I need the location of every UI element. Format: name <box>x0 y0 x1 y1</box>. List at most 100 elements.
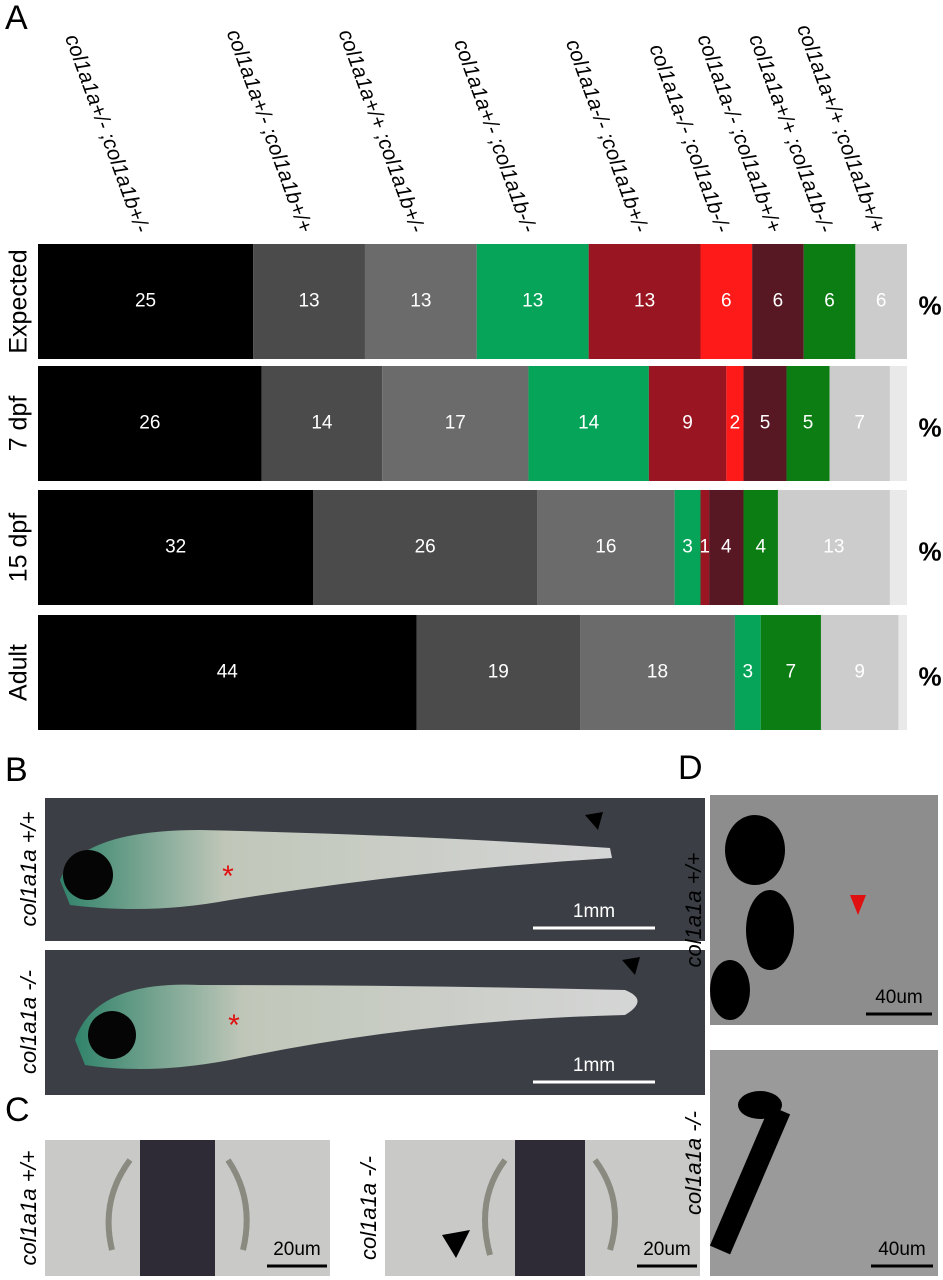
bar-segment <box>537 490 675 605</box>
eye <box>63 850 113 900</box>
bar-segment <box>734 615 761 730</box>
fish <box>60 830 612 909</box>
bar-segment <box>829 366 890 481</box>
panel-label: C <box>5 1091 30 1129</box>
value-label: 6 <box>721 291 732 312</box>
bar-segment <box>648 366 727 481</box>
image-label: col1a1a +/+ <box>681 852 706 967</box>
bar-segment <box>855 244 907 359</box>
bar-segment <box>382 366 529 481</box>
asterisk: * <box>228 1009 240 1042</box>
unit-label: % <box>918 290 941 320</box>
unit-label: % <box>918 536 941 566</box>
arrowhead <box>622 957 640 975</box>
category-label: Expected <box>5 249 33 353</box>
image-label: col1a1a -/- <box>681 1111 706 1215</box>
arrowhead <box>442 1230 470 1258</box>
scale-label: 20um <box>273 1239 321 1260</box>
image-label: col1a1a -/- <box>16 970 41 1074</box>
panel-label: D <box>678 749 703 787</box>
legend-label: col1a1a+/- ;col1a1b-/- <box>449 36 540 235</box>
pigment <box>746 890 794 970</box>
arrowhead <box>850 895 866 915</box>
pigment <box>725 815 785 885</box>
legend-label: col1a1a-/- ;col1a1b+/- <box>561 36 652 235</box>
value-label: 44 <box>217 662 239 683</box>
scale-label: 40um <box>878 1239 926 1260</box>
bar-segment <box>261 366 383 481</box>
value-label: 13 <box>823 537 844 558</box>
bar-segment <box>588 244 701 359</box>
value-label: 18 <box>647 662 668 683</box>
fish <box>75 984 638 1069</box>
value-label: 26 <box>139 413 160 434</box>
value-label: 25 <box>135 291 156 312</box>
panel-label: B <box>5 751 28 789</box>
value-label: 1 <box>700 537 711 558</box>
image-label: col1a1a +/+ <box>16 811 41 926</box>
scale-label: 1mm <box>573 901 615 922</box>
value-label: 7 <box>854 413 865 434</box>
value-label: 6 <box>876 291 887 312</box>
value-label: 2 <box>730 413 741 434</box>
bar-segment <box>38 615 417 730</box>
scale-label: 40um <box>875 987 923 1008</box>
image-label: col1a1a +/+ <box>16 1150 41 1265</box>
value-label: 4 <box>721 537 732 558</box>
value-label: 32 <box>165 537 186 558</box>
arrowhead <box>585 812 603 830</box>
category-label: Adult <box>5 644 33 701</box>
bar-segment <box>38 490 314 605</box>
image-label: col1a1a -/- <box>356 1156 381 1260</box>
value-label: 6 <box>773 291 784 312</box>
pigment <box>710 960 750 1020</box>
bar-segment <box>674 490 701 605</box>
value-label: 7 <box>786 662 797 683</box>
value-label: 5 <box>803 413 814 434</box>
bar-segment <box>700 244 753 359</box>
bar-segment <box>726 366 744 481</box>
value-label: 17 <box>445 413 466 434</box>
value-label: 6 <box>824 291 835 312</box>
bar-segment <box>700 490 710 605</box>
scale-label: 1mm <box>573 1055 615 1076</box>
bar-segment <box>476 244 589 359</box>
bar-segment <box>580 615 735 730</box>
fin <box>482 1158 618 1256</box>
fin <box>105 1158 250 1251</box>
value-label: 13 <box>522 291 543 312</box>
bar-segment <box>752 244 804 359</box>
value-label: 14 <box>311 413 333 434</box>
value-label: 9 <box>854 662 865 683</box>
value-label: 26 <box>415 537 436 558</box>
category-label: 15 dpf <box>5 513 33 583</box>
value-label: 13 <box>410 291 431 312</box>
value-label: 5 <box>760 413 771 434</box>
value-label: 13 <box>298 291 319 312</box>
bar-segment <box>760 615 821 730</box>
bar-segment <box>38 366 262 481</box>
legend-label: col1a1a+/- ;col1a1b+/- <box>60 31 153 235</box>
bar-segment <box>313 490 538 605</box>
value-label: 14 <box>578 413 600 434</box>
bar-segment <box>786 366 830 481</box>
value-label: 16 <box>595 537 616 558</box>
unit-label: % <box>918 661 941 691</box>
unit-label: % <box>918 412 941 442</box>
bar-segment <box>743 490 778 605</box>
bar-segment <box>743 366 787 481</box>
category-label: 7 dpf <box>5 396 33 452</box>
bar-segment <box>38 244 254 359</box>
scale-label: 20um <box>643 1239 691 1260</box>
pigment <box>738 1091 782 1119</box>
bar-segment <box>820 615 899 730</box>
bar-segment <box>364 244 477 359</box>
tissue <box>140 1140 215 1276</box>
value-label: 13 <box>634 291 655 312</box>
pigment <box>709 1105 791 1255</box>
eye <box>88 1011 136 1059</box>
legend-label: col1a1a+/- ;col1a1b+/+ <box>222 26 317 235</box>
bar-segment <box>253 244 365 359</box>
value-label: 4 <box>755 537 766 558</box>
value-label: 3 <box>682 537 693 558</box>
